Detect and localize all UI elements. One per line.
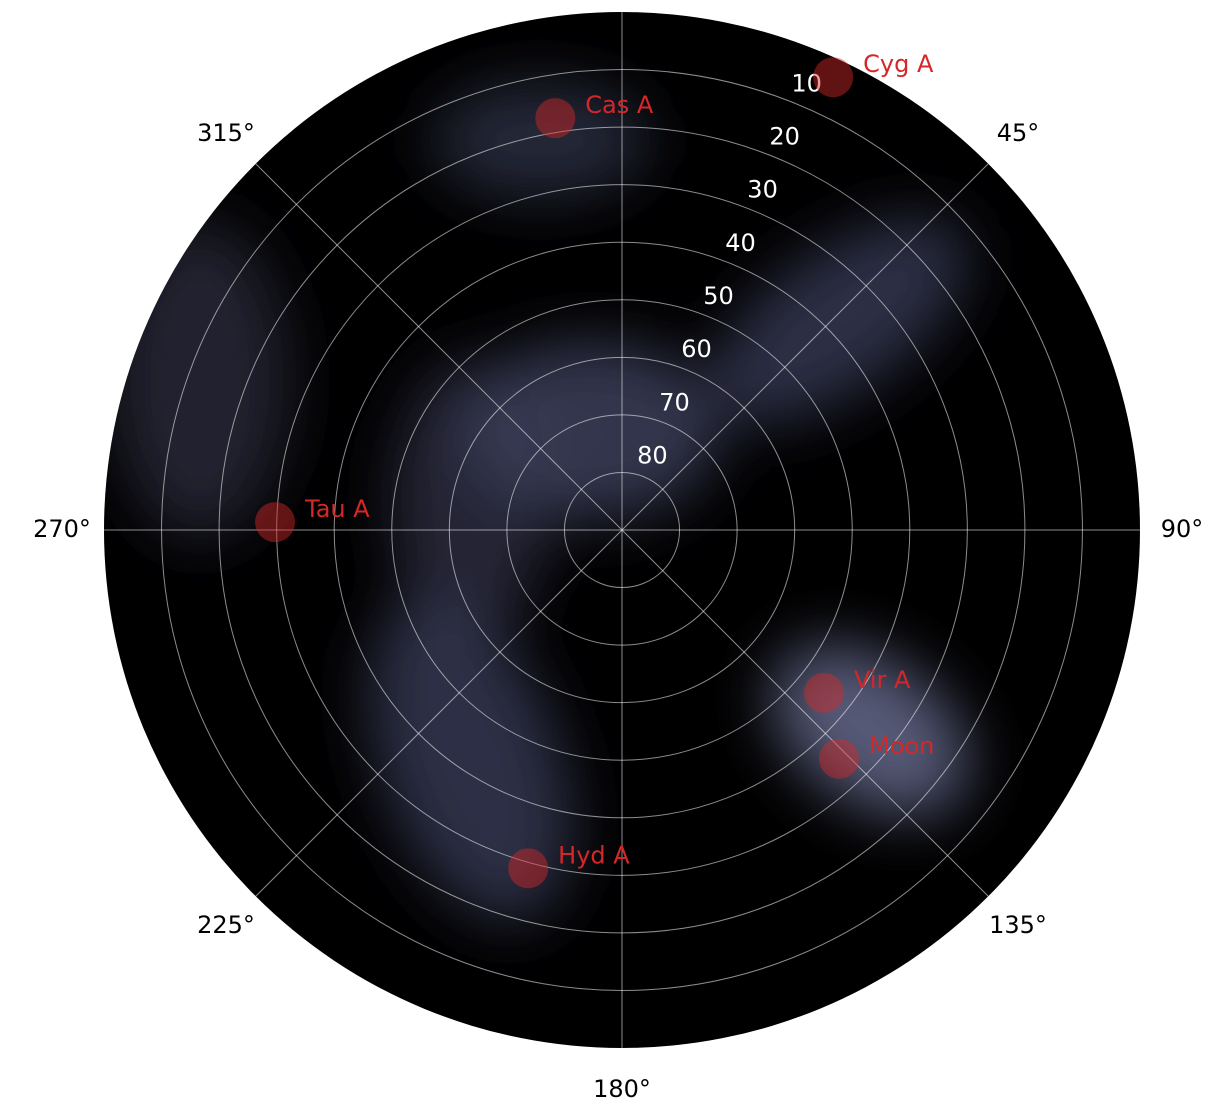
source-marker [819,739,859,779]
source-marker [255,502,295,542]
radial-tick-label: 30 [747,176,778,204]
source-marker [804,673,844,713]
angle-tick-label: 315° [197,119,255,147]
chart: 1020304050607080 Cyg ACas ATau AVir AMoo… [0,0,1214,1109]
angle-tick-label: 90° [1161,515,1204,543]
radial-tick-label: 50 [703,282,734,310]
source-label: Hyd A [558,841,630,869]
source-marker [535,98,575,138]
angle-tick-label: 135° [989,911,1047,939]
source-label: Moon [869,732,934,760]
source-marker [813,57,853,97]
source-marker [508,848,548,888]
radial-tick-label: 70 [659,388,690,416]
source-label: Cas A [585,91,654,119]
radial-tick-label: 20 [769,122,800,150]
source-label: Cyg A [863,50,934,78]
radial-tick-label: 80 [637,442,668,470]
source-label: Tau A [304,495,370,523]
angle-tick-label: 225° [197,911,255,939]
source-label: Vir A [854,666,911,694]
angle-tick-label: 45° [997,119,1040,147]
angle-tick-label: 180° [593,1075,651,1103]
angle-tick-label: 270° [33,515,91,543]
radial-tick-label: 40 [725,229,756,257]
radial-tick-label: 60 [681,335,712,363]
